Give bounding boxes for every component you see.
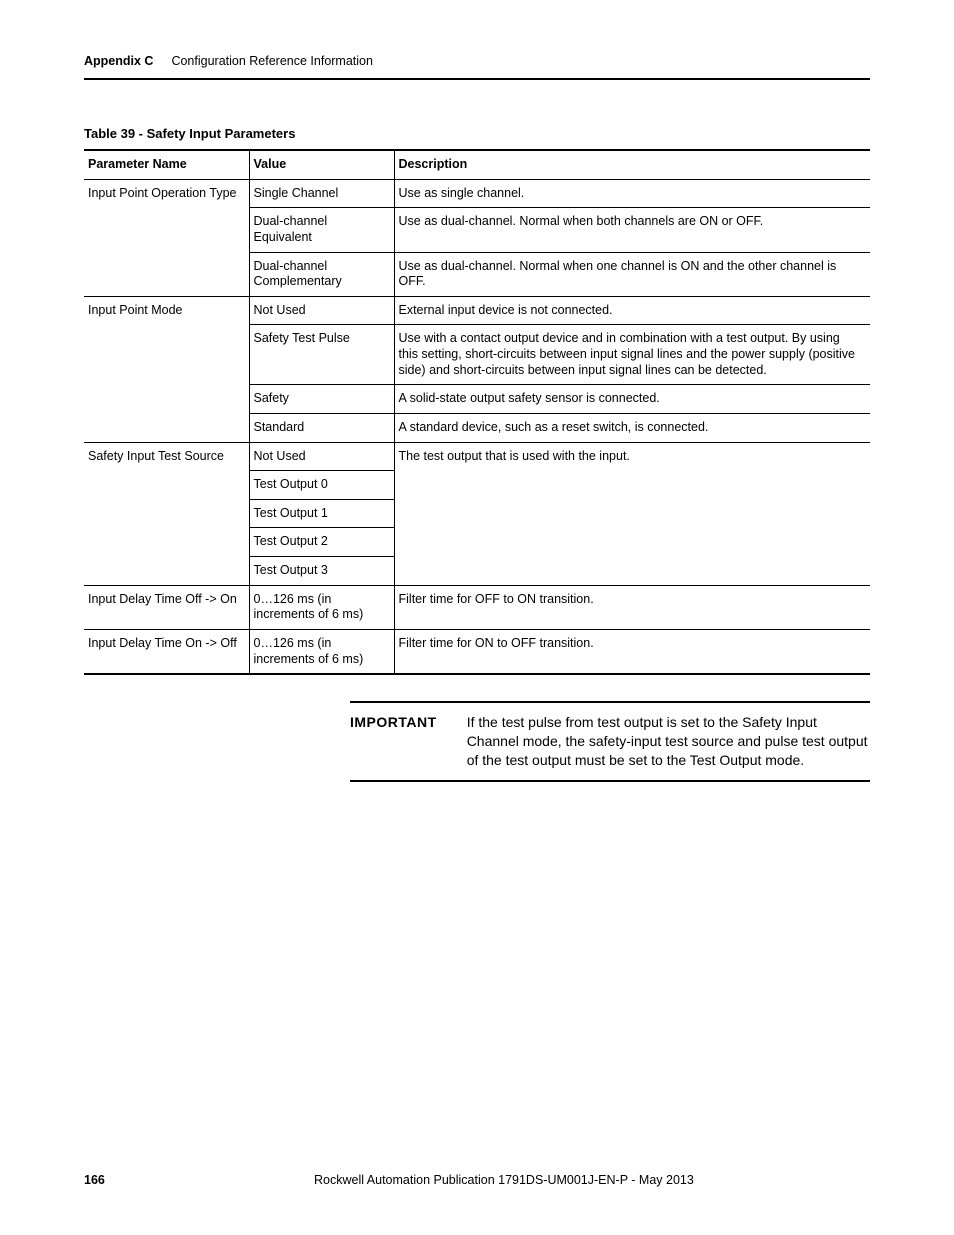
cell-parameter-name: Safety Input Test Source (84, 442, 249, 585)
cell-value: Test Output 3 (249, 557, 394, 586)
table-title: Table 39 - Safety Input Parameters (84, 126, 870, 141)
publication-info: Rockwell Automation Publication 1791DS-U… (314, 1173, 694, 1187)
cell-description: External input device is not connected. (394, 296, 870, 325)
cell-parameter-name: Input Point Operation Type (84, 179, 249, 296)
cell-parameter-name: Input Delay Time Off -> On (84, 585, 249, 629)
cell-value: Test Output 2 (249, 528, 394, 557)
cell-description: Filter time for OFF to ON transition. (394, 585, 870, 629)
important-callout: IMPORTANT If the test pulse from test ou… (350, 701, 870, 782)
cell-value: Test Output 1 (249, 499, 394, 528)
cell-value: Test Output 0 (249, 471, 394, 500)
cell-description: Use with a contact output device and in … (394, 325, 870, 385)
cell-value: Safety (249, 385, 394, 414)
col-header-value: Value (249, 150, 394, 179)
cell-value: Safety Test Pulse (249, 325, 394, 385)
cell-description: A solid-state output safety sensor is co… (394, 385, 870, 414)
table-row: Input Delay Time On -> Off0…126 ms (in i… (84, 629, 870, 674)
cell-value: Dual-channel Equivalent (249, 208, 394, 252)
cell-value: Dual-channel Complementary (249, 252, 394, 296)
cell-description: Use as dual-channel. Normal when both ch… (394, 208, 870, 252)
important-text: If the test pulse from test output is se… (467, 713, 870, 770)
cell-description: Filter time for ON to OFF transition. (394, 629, 870, 674)
page-footer: 166 Rockwell Automation Publication 1791… (84, 1173, 870, 1187)
cell-parameter-name: Input Point Mode (84, 296, 249, 442)
table-row: Input Delay Time Off -> On0…126 ms (in i… (84, 585, 870, 629)
table-row: Input Point Operation TypeSingle Channel… (84, 179, 870, 208)
table-header-row: Parameter Name Value Description (84, 150, 870, 179)
cell-description: A standard device, such as a reset switc… (394, 413, 870, 442)
important-label: IMPORTANT (350, 713, 437, 770)
cell-parameter-name: Input Delay Time On -> Off (84, 629, 249, 674)
col-header-name: Parameter Name (84, 150, 249, 179)
cell-description: Use as single channel. (394, 179, 870, 208)
header-section: Configuration Reference Information (171, 54, 373, 68)
cell-description: The test output that is used with the in… (394, 442, 870, 585)
table-row: Input Point ModeNot UsedExternal input d… (84, 296, 870, 325)
page-number: 166 (84, 1173, 314, 1187)
cell-value: Single Channel (249, 179, 394, 208)
cell-value: Not Used (249, 442, 394, 471)
parameters-table: Parameter Name Value Description Input P… (84, 149, 870, 675)
running-header: Appendix C Configuration Reference Infor… (84, 54, 870, 80)
cell-value: Standard (249, 413, 394, 442)
header-appendix: Appendix C (84, 54, 153, 68)
cell-value: 0…126 ms (in increments of 6 ms) (249, 585, 394, 629)
cell-value: Not Used (249, 296, 394, 325)
cell-description: Use as dual-channel. Normal when one cha… (394, 252, 870, 296)
table-row: Safety Input Test SourceNot UsedThe test… (84, 442, 870, 471)
cell-value: 0…126 ms (in increments of 6 ms) (249, 629, 394, 674)
col-header-desc: Description (394, 150, 870, 179)
